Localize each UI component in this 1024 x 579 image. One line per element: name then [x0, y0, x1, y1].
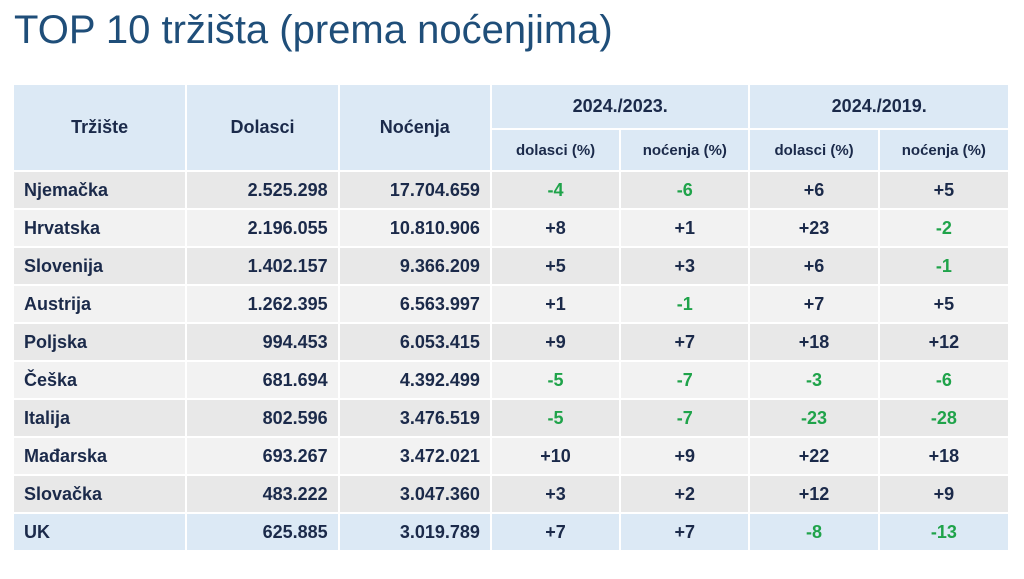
nights-change-2019: +18 [879, 438, 1008, 474]
nights-value: 6.053.415 [339, 324, 490, 360]
header-period-2024-2019: 2024./2019. [750, 85, 1008, 128]
market-name: Njemačka [14, 172, 186, 208]
nights-change-2019: +5 [879, 286, 1008, 322]
market-name: Italija [14, 400, 186, 436]
arrivals-value: 2.525.298 [187, 172, 338, 208]
market-name: Hrvatska [14, 210, 186, 246]
market-name: Slovačka [14, 476, 186, 512]
arrivals-value: 994.453 [187, 324, 338, 360]
arrivals-change-2023: -5 [491, 400, 620, 436]
market-name: Češka [14, 362, 186, 398]
nights-value: 17.704.659 [339, 172, 490, 208]
arrivals-value: 483.222 [187, 476, 338, 512]
arrivals-change-2023: -5 [491, 362, 620, 398]
market-name: Slovenija [14, 248, 186, 284]
nights-change-2019: -1 [879, 248, 1008, 284]
arrivals-value: 1.402.157 [187, 248, 338, 284]
nights-value: 4.392.499 [339, 362, 490, 398]
arrivals-change-2019: +6 [750, 172, 878, 208]
market-name: Mađarska [14, 438, 186, 474]
nights-change-2023: +3 [621, 248, 749, 284]
arrivals-change-2019: +23 [750, 210, 878, 246]
nights-change-2023: -6 [621, 172, 749, 208]
table-row: UK 625.885 3.019.789 +7 +7 -8 -13 [14, 514, 1008, 550]
nights-value: 3.019.789 [339, 514, 490, 550]
nights-value: 3.472.021 [339, 438, 490, 474]
nights-change-2019: -6 [879, 362, 1008, 398]
nights-change-2019: +5 [879, 172, 1008, 208]
nights-change-2019: -28 [879, 400, 1008, 436]
arrivals-value: 693.267 [187, 438, 338, 474]
market-name: Poljska [14, 324, 186, 360]
nights-change-2023: -1 [621, 286, 749, 322]
arrivals-change-2019: +22 [750, 438, 878, 474]
nights-change-2023: -7 [621, 400, 749, 436]
arrivals-value: 1.262.395 [187, 286, 338, 322]
subheader-nights-pct-2019: noćenja (%) [879, 130, 1008, 170]
market-name: Austrija [14, 286, 186, 322]
subheader-arrivals-pct-2023: dolasci (%) [491, 130, 620, 170]
arrivals-change-2023: +1 [491, 286, 620, 322]
table-row: Mađarska 693.267 3.472.021 +10 +9 +22 +18 [14, 438, 1008, 474]
table-row: Slovačka 483.222 3.047.360 +3 +2 +12 +9 [14, 476, 1008, 512]
arrivals-change-2019: +18 [750, 324, 878, 360]
arrivals-change-2023: +9 [491, 324, 620, 360]
arrivals-value: 681.694 [187, 362, 338, 398]
nights-value: 6.563.997 [339, 286, 490, 322]
nights-change-2023: +1 [621, 210, 749, 246]
arrivals-change-2019: +6 [750, 248, 878, 284]
nights-value: 3.476.519 [339, 400, 490, 436]
nights-value: 9.366.209 [339, 248, 490, 284]
table-row: Poljska 994.453 6.053.415 +9 +7 +18 +12 [14, 324, 1008, 360]
arrivals-value: 802.596 [187, 400, 338, 436]
arrivals-value: 2.196.055 [187, 210, 338, 246]
arrivals-change-2023: +7 [491, 514, 620, 550]
header-arrivals: Dolasci [187, 85, 338, 170]
nights-change-2023: +7 [621, 514, 749, 550]
subheader-nights-pct-2023: noćenja (%) [621, 130, 749, 170]
market-name: UK [14, 514, 186, 550]
nights-change-2023: +2 [621, 476, 749, 512]
table-row: Češka 681.694 4.392.499 -5 -7 -3 -6 [14, 362, 1008, 398]
page-title: TOP 10 tržišta (prema noćenjima) [14, 8, 613, 52]
nights-value: 10.810.906 [339, 210, 490, 246]
arrivals-change-2019: -23 [750, 400, 878, 436]
table-row: Italija 802.596 3.476.519 -5 -7 -23 -28 [14, 400, 1008, 436]
arrivals-change-2023: +10 [491, 438, 620, 474]
subheader-arrivals-pct-2019: dolasci (%) [750, 130, 878, 170]
nights-value: 3.047.360 [339, 476, 490, 512]
header-nights: Noćenja [339, 85, 490, 170]
header-period-2024-2023: 2024./2023. [491, 85, 749, 128]
arrivals-value: 625.885 [187, 514, 338, 550]
arrivals-change-2023: +5 [491, 248, 620, 284]
nights-change-2023: +9 [621, 438, 749, 474]
nights-change-2019: -13 [879, 514, 1008, 550]
table-row: Hrvatska 2.196.055 10.810.906 +8 +1 +23 -2 [14, 210, 1008, 246]
nights-change-2019: +12 [879, 324, 1008, 360]
table-row: Slovenija 1.402.157 9.366.209 +5 +3 +6 -1 [14, 248, 1008, 284]
nights-change-2019: +9 [879, 476, 1008, 512]
table-row: Njemačka 2.525.298 17.704.659 -4 -6 +6 +5 [14, 172, 1008, 208]
arrivals-change-2019: +7 [750, 286, 878, 322]
nights-change-2023: -7 [621, 362, 749, 398]
arrivals-change-2023: -4 [491, 172, 620, 208]
arrivals-change-2019: +12 [750, 476, 878, 512]
arrivals-change-2019: -8 [750, 514, 878, 550]
table-row: Austrija 1.262.395 6.563.997 +1 -1 +7 +5 [14, 286, 1008, 322]
markets-table: Tržište Dolasci Noćenja 2024./2023. 2024… [12, 83, 1010, 552]
nights-change-2023: +7 [621, 324, 749, 360]
arrivals-change-2023: +8 [491, 210, 620, 246]
header-market: Tržište [14, 85, 186, 170]
nights-change-2019: -2 [879, 210, 1008, 246]
arrivals-change-2023: +3 [491, 476, 620, 512]
arrivals-change-2019: -3 [750, 362, 878, 398]
